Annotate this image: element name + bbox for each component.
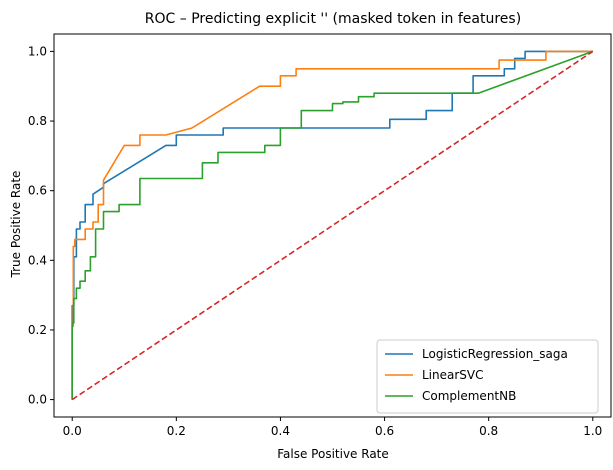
x-tick-label: 1.0 bbox=[583, 424, 602, 438]
plot-area: 0.0 0.2 0.4 0.6 0.8 1.0 0.0 0.2 0.4 0.6 0.8 1.0 bbox=[28, 33, 612, 438]
x-tick-label: 0.8 bbox=[479, 424, 498, 438]
legend: LogisticRegression_saga LinearSVC Compleme… bbox=[376, 339, 599, 414]
legend-label-complementnb: ComplementNB bbox=[422, 389, 516, 403]
y-tick-label: 0.6 bbox=[28, 184, 47, 198]
x-axis-label: False Positive Rate bbox=[277, 447, 389, 461]
legend-label-logisticregression-saga: LogisticRegression_saga bbox=[422, 347, 568, 361]
x-tick-label: 0.0 bbox=[63, 424, 82, 438]
series-line-complementnb bbox=[71, 50, 594, 400]
series-line-linearsvc bbox=[71, 50, 593, 400]
x-tick-label: 0.2 bbox=[167, 424, 186, 438]
chart-title: ROC – Predicting explicit '' (masked tok… bbox=[145, 11, 521, 27]
y-axis-label: True Positive Rate bbox=[9, 171, 23, 279]
plot-frame bbox=[53, 33, 612, 418]
legend-label-linearsvc: LinearSVC bbox=[422, 368, 484, 382]
chance-diagonal-line bbox=[71, 50, 594, 401]
y-tick-label: 0.2 bbox=[28, 323, 47, 337]
series-line-logisticregression-saga bbox=[71, 50, 593, 400]
y-tick-label: 0.8 bbox=[28, 114, 47, 128]
x-tick-label: 0.4 bbox=[271, 424, 290, 438]
y-tick-label: 0.0 bbox=[28, 393, 47, 407]
y-tick-label: 0.4 bbox=[28, 253, 47, 267]
legend-box bbox=[376, 339, 599, 414]
y-tick-label: 1.0 bbox=[28, 44, 47, 58]
x-tick-label: 0.6 bbox=[375, 424, 394, 438]
